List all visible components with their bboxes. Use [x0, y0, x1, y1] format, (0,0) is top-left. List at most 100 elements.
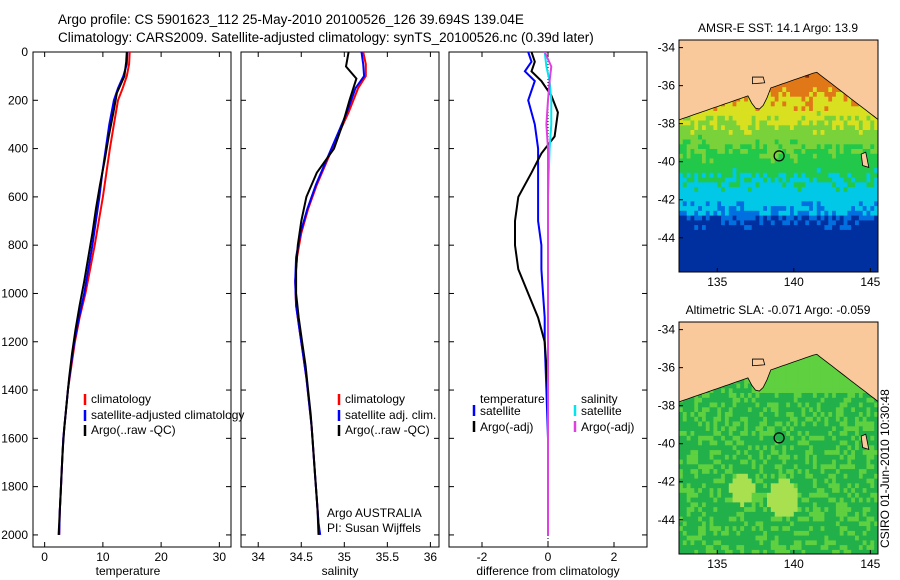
map-cell [724, 186, 730, 192]
map-cell [698, 473, 703, 479]
map-cell [782, 525, 787, 531]
map-cell [835, 124, 841, 130]
map-cell [721, 497, 726, 503]
map-cell [835, 544, 841, 550]
map-cell [824, 444, 829, 451]
map-cell [770, 115, 776, 121]
map-cell [740, 530, 745, 536]
map-cell [713, 115, 718, 121]
map-cell [724, 501, 730, 508]
map-cell [793, 195, 799, 202]
map-cell [751, 219, 757, 226]
map-cell [744, 229, 749, 235]
map-cell [866, 176, 871, 183]
map-cell [755, 248, 760, 254]
map-cell [805, 129, 810, 135]
map-cell [839, 525, 845, 531]
map-cell [835, 539, 841, 546]
map-cell [755, 162, 760, 169]
map-cell [805, 406, 810, 412]
map-cell [851, 506, 856, 512]
map-cell [690, 162, 695, 169]
map-cell [782, 363, 787, 370]
map-cell [686, 257, 692, 264]
map-cell [694, 115, 699, 121]
map-cell [843, 382, 848, 389]
map-cell [747, 539, 753, 546]
map-cell [820, 96, 825, 102]
map-cell [732, 253, 737, 259]
map-cell [686, 425, 692, 431]
map-cell [778, 119, 783, 126]
map-cell [874, 195, 878, 202]
map-cell [824, 100, 829, 107]
map-cell [835, 143, 841, 149]
map-cell [839, 463, 845, 470]
map-cell [702, 449, 707, 455]
map-cell [702, 257, 707, 264]
map-cell [824, 477, 829, 484]
map-cell [736, 501, 741, 508]
map-cell [736, 186, 741, 192]
map-cell [812, 468, 818, 474]
y-tick-label: 400 [8, 142, 28, 156]
map-cell [778, 96, 783, 102]
map-cell [851, 191, 856, 197]
map-cell [702, 157, 707, 164]
map-cell [736, 520, 741, 527]
map-cell [855, 176, 860, 183]
map-cell [832, 248, 837, 254]
map-cell [679, 416, 684, 422]
map-cell [736, 105, 741, 111]
map-cell [717, 167, 722, 173]
map-cell [812, 124, 818, 130]
map-cell [862, 115, 868, 121]
map-cell [793, 257, 799, 264]
map-cell [782, 454, 787, 460]
map-cell [728, 153, 734, 159]
map-cell [862, 176, 868, 183]
map-cell [828, 143, 833, 149]
map-cell [770, 96, 776, 102]
map-cell [736, 506, 741, 512]
map-cell [763, 392, 768, 398]
map-cell [828, 401, 833, 408]
map-cell [805, 157, 810, 164]
map-cell [755, 535, 760, 541]
map-cell [717, 248, 722, 254]
map-cell [843, 420, 848, 427]
map-cell [824, 416, 829, 422]
map-cell [790, 86, 795, 92]
map-cell [797, 134, 802, 140]
map-cell [713, 430, 718, 436]
map-cell [786, 525, 791, 531]
map-cell [790, 176, 795, 183]
map-cell [870, 219, 875, 226]
map-cell [851, 416, 856, 422]
map-cell [736, 234, 741, 240]
map-cell [835, 411, 841, 417]
map-cell [797, 359, 802, 365]
map-cell [790, 100, 795, 107]
map-cell [828, 176, 833, 183]
map-cell [747, 530, 753, 536]
map-cell [774, 530, 780, 536]
map-cell [736, 248, 741, 254]
map-cell [835, 176, 841, 183]
map-cell [816, 501, 822, 508]
map-cell [790, 420, 795, 427]
map-cell [686, 248, 692, 254]
map-cell [786, 492, 791, 498]
map-cell [843, 468, 848, 474]
map-cell [797, 363, 802, 370]
map-cell [705, 262, 711, 268]
map-cell [744, 200, 749, 207]
map-cell [862, 248, 868, 254]
map-cell [809, 138, 814, 145]
map-cell [732, 535, 737, 541]
map-cell [809, 86, 814, 92]
map-cell [774, 373, 780, 379]
map-cell [732, 124, 737, 130]
map-cell [767, 210, 772, 216]
y-tick-label: -42 [658, 193, 676, 207]
